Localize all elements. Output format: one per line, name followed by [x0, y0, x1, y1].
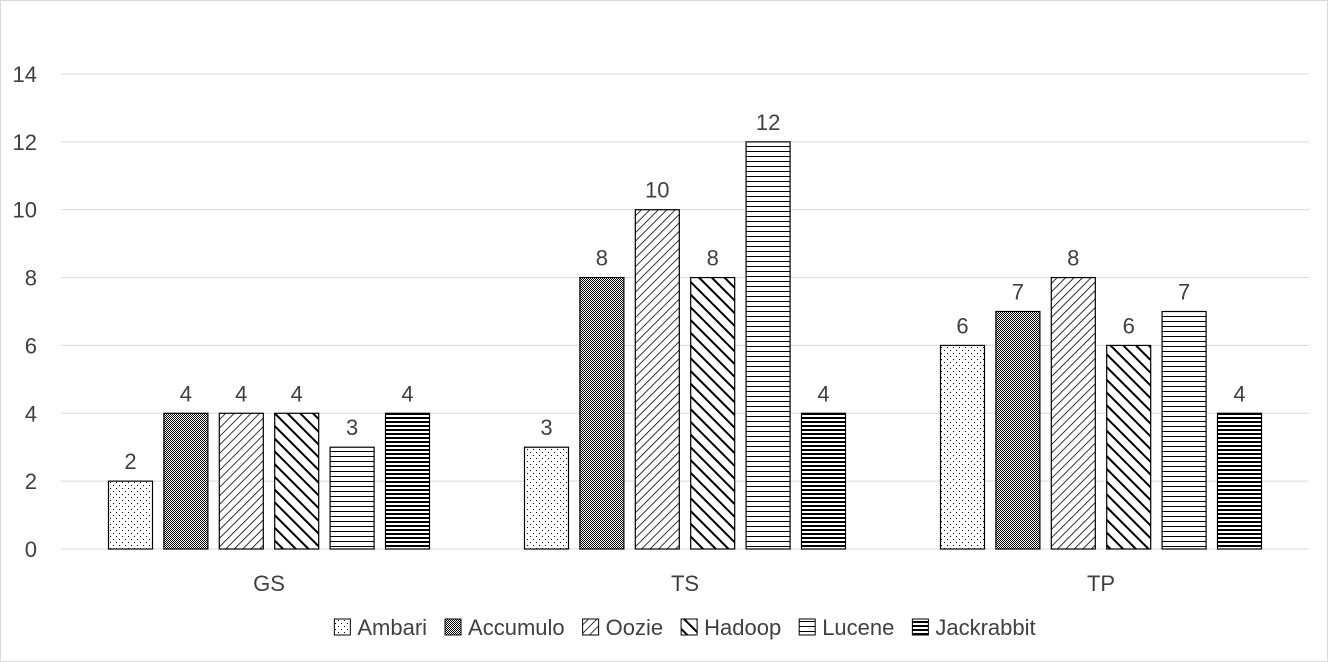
data-label-tp-lucene: 7	[1178, 280, 1190, 305]
bar-tp-accumulo	[995, 310, 1041, 550]
legend-label-jackrabbit: Jackrabbit	[935, 615, 1035, 640]
legend-label-ambari: Ambari	[357, 615, 427, 640]
bar-gs-ambari	[107, 480, 154, 550]
legend-swatch-hadoop	[680, 618, 698, 636]
x-tick-label-gs: GS	[253, 571, 285, 596]
bar-tp-oozie	[1050, 276, 1096, 550]
legend-label-oozie: Oozie	[606, 615, 663, 640]
x-axis-ticks: GS TS TP	[253, 571, 1115, 596]
bar-ts-jackrabbit	[800, 412, 847, 550]
x-tick-label-ts: TS	[671, 571, 699, 596]
data-label-ts-accumulo: 8	[596, 246, 608, 271]
data-label-ts-oozie: 10	[645, 178, 669, 203]
y-tick-label-8: 8	[25, 266, 37, 291]
bar-tp-hadoop	[1106, 344, 1152, 550]
bar-gs-hadoop	[274, 412, 320, 550]
data-label-ts-ambari: 3	[540, 415, 552, 440]
bar-gs-lucene	[329, 446, 375, 550]
bar-ts-accumulo	[579, 276, 625, 550]
bar-gs-jackrabbit	[384, 412, 431, 550]
legend-item-oozie: Oozie	[582, 615, 663, 640]
legend: Ambari Accumulo Oozie Hadoop Lucene Jackrabbi…	[333, 615, 1036, 640]
y-tick-label-4: 4	[25, 401, 37, 426]
gridlines	[61, 73, 1309, 550]
bar-gs-accumulo	[163, 412, 209, 550]
legend-label-hadoop: Hadoop	[704, 615, 781, 640]
data-label-gs-oozie: 4	[235, 381, 247, 406]
data-labels: 2 4 4 4 3 4 3 8 10 8 12 4 6 7 8 6 7 4	[124, 110, 1245, 474]
legend-swatch-accumulo	[444, 618, 462, 636]
data-label-gs-lucene: 3	[346, 415, 358, 440]
legend-item-lucene: Lucene	[798, 615, 894, 640]
data-label-ts-jackrabbit: 4	[817, 381, 829, 406]
data-label-gs-hadoop: 4	[291, 381, 303, 406]
y-tick-label-0: 0	[25, 537, 37, 562]
bars	[107, 141, 1263, 550]
y-tick-label-14: 14	[13, 62, 37, 87]
legend-swatch-jackrabbit	[911, 618, 929, 636]
bar-ts-ambari	[523, 446, 570, 550]
legend-item-accumulo: Accumulo	[444, 615, 565, 640]
y-axis-ticks: 0 2 4 6 8 10 12 14	[13, 62, 37, 562]
legend-item-hadoop: Hadoop	[680, 615, 781, 640]
legend-item-ambari: Ambari	[333, 615, 427, 640]
y-tick-label-6: 6	[25, 333, 37, 358]
data-label-gs-ambari: 2	[124, 449, 136, 474]
y-tick-label-10: 10	[13, 198, 37, 223]
bar-tp-lucene	[1161, 310, 1207, 550]
data-label-ts-lucene: 12	[756, 110, 780, 135]
data-label-tp-oozie: 8	[1067, 246, 1079, 271]
data-label-tp-hadoop: 6	[1123, 313, 1135, 338]
bar-ts-oozie	[634, 209, 680, 550]
data-label-tp-ambari: 6	[956, 313, 968, 338]
bar-tp-ambari	[939, 344, 986, 550]
x-tick-label-tp: TP	[1087, 571, 1115, 596]
bar-tp-jackrabbit	[1216, 412, 1263, 550]
legend-swatch-ambari	[333, 618, 351, 636]
data-label-gs-accumulo: 4	[180, 381, 192, 406]
legend-swatch-oozie	[582, 618, 600, 636]
bar-ts-hadoop	[690, 276, 736, 550]
legend-label-accumulo: Accumulo	[468, 615, 565, 640]
data-label-gs-jackrabbit: 4	[401, 381, 413, 406]
legend-label-lucene: Lucene	[822, 615, 894, 640]
legend-swatch-lucene	[798, 618, 816, 636]
data-label-ts-hadoop: 8	[707, 246, 719, 271]
bar-ts-lucene	[745, 141, 791, 550]
y-tick-label-2: 2	[25, 469, 37, 494]
data-label-tp-accumulo: 7	[1012, 280, 1024, 305]
data-label-tp-jackrabbit: 4	[1233, 381, 1245, 406]
bar-gs-oozie	[218, 412, 264, 550]
y-tick-label-12: 12	[13, 130, 37, 155]
legend-item-jackrabbit: Jackrabbit	[911, 615, 1036, 640]
